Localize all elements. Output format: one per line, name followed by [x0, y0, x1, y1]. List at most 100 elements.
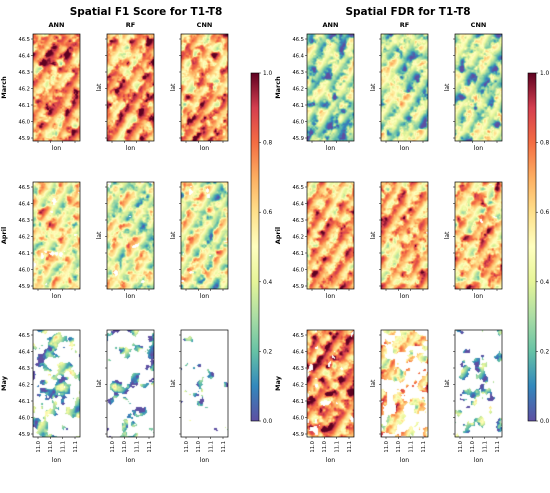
panel-frame [454, 33, 503, 142]
y-tick-label: 46.3 [18, 366, 30, 372]
row-label: May [0, 375, 8, 391]
row-label: April [274, 227, 282, 244]
x-axis-label: lon [126, 145, 136, 152]
y-tick-label: 46.3 [18, 70, 30, 76]
panel-frame [454, 329, 503, 438]
heatmap-image [307, 330, 354, 437]
panel-frame [32, 33, 81, 142]
x-tick-label: 11.1 [334, 441, 340, 453]
y-tick-label: 46.4 [18, 53, 30, 59]
heatmap-image [181, 330, 228, 437]
y-tick-label: 46.3 [292, 218, 304, 224]
x-tick-label: 11.1 [495, 441, 501, 453]
heatmap-image [33, 34, 80, 141]
panel-frame [306, 329, 355, 438]
y-tick-label: 46.5 [18, 185, 30, 191]
colorbar-tick-label: 0.0 [263, 419, 273, 425]
y-tick-label: 46.0 [18, 119, 30, 125]
x-tick-label: 11.0 [36, 441, 42, 453]
x-tick-label: 11.0 [48, 441, 54, 453]
y-axis-label: lat [96, 83, 103, 92]
row-label: March [0, 76, 8, 99]
x-axis-label: lon [52, 145, 62, 152]
y-axis-label: lat [370, 379, 377, 388]
colorbar-tick-label: 0.2 [263, 349, 273, 355]
y-tick-label: 46.2 [292, 86, 304, 92]
row-label: March [274, 76, 282, 99]
heatmap-image [455, 34, 502, 141]
y-tick-label: 45.9 [292, 432, 304, 438]
panel-fdr-may-cnn: 11.0 11.0 11.1 11.1 lon lat [444, 329, 503, 464]
colorbar-tick-label: 0.8 [263, 141, 273, 147]
heatmap-image [33, 330, 80, 437]
heatmap-image [107, 182, 154, 289]
panel-frame [32, 329, 81, 438]
y-tick-label: 46.0 [18, 415, 30, 421]
colorbar-tick-label: 0.8 [540, 141, 550, 147]
panel-fdr-april-cnn: lon lat [444, 181, 503, 300]
y-tick-label: 46.2 [292, 234, 304, 240]
heatmap-image [307, 34, 354, 141]
y-axis-label: lat [170, 83, 177, 92]
colorbar-tick-label: 0.0 [540, 419, 550, 425]
x-tick-label: 11.1 [421, 441, 427, 453]
x-axis-label: lon [326, 293, 336, 300]
y-tick-label: 46.0 [18, 267, 30, 273]
x-tick-label: 11.1 [73, 441, 79, 453]
y-tick-label: 46.2 [18, 234, 30, 240]
y-tick-label: 46.4 [18, 349, 30, 355]
x-axis-label: lon [200, 145, 210, 152]
colorbar: 0.0 0.2 0.4 0.6 0.8 1.0 [527, 71, 550, 425]
panel-frame [306, 181, 355, 290]
y-axis-label: lat [444, 231, 451, 240]
y-axis-label: lat [96, 231, 103, 240]
colorbar-tick-label: 0.4 [263, 280, 273, 286]
x-tick-label: 11.0 [458, 441, 464, 453]
heatmap-image [455, 182, 502, 289]
x-tick-label: 11.1 [482, 441, 488, 453]
y-tick-label: 46.3 [292, 70, 304, 76]
x-tick-label: 11.1 [221, 441, 227, 453]
y-tick-label: 45.9 [18, 284, 30, 290]
x-axis-label: lon [400, 145, 410, 152]
panel-fdr-march-ann: lon 45.9 46.0 46.1 46.2 46.3 46.4 46.5 [292, 33, 355, 152]
x-axis-label: lon [474, 457, 484, 464]
heatmap-image [181, 34, 228, 141]
column-title: ANN [323, 21, 339, 29]
colorbar-gradient [527, 72, 537, 422]
panel-fdr-march-rf: lon lat [370, 33, 429, 152]
column-title: RF [400, 21, 409, 29]
y-tick-label: 45.9 [18, 136, 30, 142]
x-tick-label: 11.1 [147, 441, 153, 453]
panel-frame [380, 181, 429, 290]
y-tick-label: 46.5 [292, 37, 304, 43]
panel-f1-may-cnn: 11.0 11.0 11.1 11.1 lon lat [170, 329, 229, 464]
column-title: CNN [197, 21, 213, 29]
x-axis-label: lon [400, 293, 410, 300]
panel-fdr-may-ann: 11.0 11.0 11.1 11.1 lon 45.9 46.0 46.1 46.2 46.3 4… [292, 329, 355, 464]
row-label: April [0, 227, 8, 244]
panel-frame [106, 181, 155, 290]
colorbar-tick-label: 0.6 [263, 210, 273, 216]
y-tick-label: 45.9 [18, 432, 30, 438]
heatmap-image [181, 182, 228, 289]
colorbar-tick-label: 0.6 [540, 210, 550, 216]
x-tick-label: 11.0 [470, 441, 476, 453]
colorbar: 0.0 0.2 0.4 0.6 0.8 1.0 [250, 71, 273, 425]
x-tick-label: 11.1 [347, 441, 353, 453]
heatmap-image [381, 330, 428, 437]
x-tick-label: 11.0 [384, 441, 390, 453]
column-title: CNN [471, 21, 487, 29]
column-title: RF [126, 21, 135, 29]
heatmap-image [33, 182, 80, 289]
y-tick-label: 45.9 [292, 284, 304, 290]
x-tick-label: 11.1 [208, 441, 214, 453]
heatmap-image [455, 330, 502, 437]
panel-frame [180, 329, 229, 438]
x-tick-label: 11.1 [60, 441, 66, 453]
y-tick-label: 46.1 [18, 399, 30, 405]
y-axis-label: lat [370, 83, 377, 92]
y-tick-label: 46.2 [18, 382, 30, 388]
x-axis-label: lon [474, 145, 484, 152]
y-tick-label: 46.1 [292, 251, 304, 257]
